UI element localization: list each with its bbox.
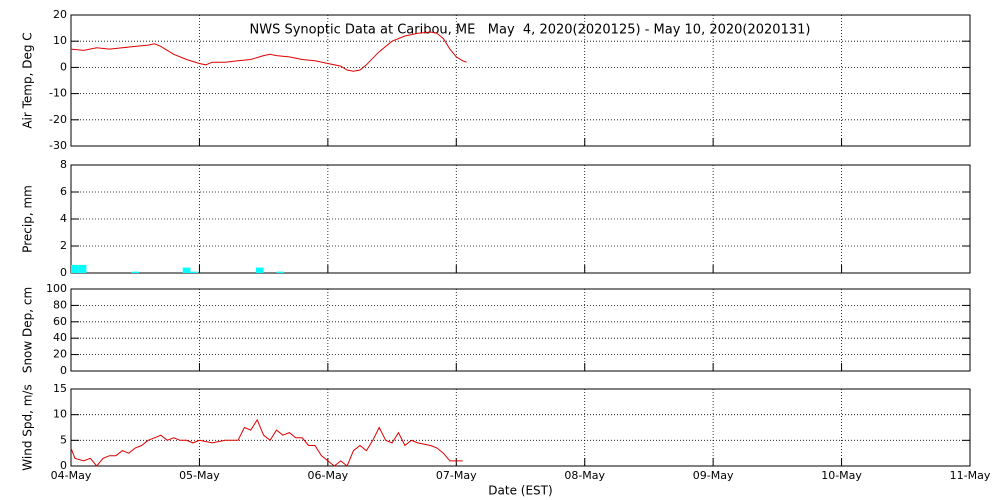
x-tick-label: 10-May [821,469,862,482]
x-tick-label: 08-May [564,469,605,482]
y-axis-label: Snow Dep, cm [21,287,35,373]
y-tick-label: 8 [60,158,67,171]
plot-frame [70,388,971,467]
bar [190,271,199,273]
data-line [70,418,463,467]
y-tick-label: 0 [60,60,67,73]
bar [78,264,87,273]
bar [131,271,140,273]
plot-frame [70,164,971,274]
y-tick-label: 0 [60,459,67,472]
y-tick-label: 5 [60,433,67,446]
y-tick-label: 20 [53,8,67,21]
y-tick-label: 4 [60,212,67,225]
y-tick-label: 0 [60,266,67,279]
y-tick-label: -20 [49,113,67,126]
bar [255,267,264,273]
y-tick-label: 10 [53,34,67,47]
y-axis-label: Air Temp, Deg C [21,32,35,128]
data-line [70,31,467,72]
y-tick-label: 20 [53,348,67,361]
plot-frame [70,14,971,147]
y-tick-label: -10 [49,87,67,100]
bar [182,267,191,273]
y-tick-label: -30 [49,139,67,152]
x-tick-label: 07-May [436,469,477,482]
y-tick-label: 10 [53,408,67,421]
y-axis-label: Precip, mm [21,185,35,253]
y-axis-label: Wind Spd, m/s [21,384,35,470]
y-tick-label: 60 [53,315,67,328]
x-tick-label: 05-May [179,469,220,482]
y-tick-label: 80 [53,298,67,311]
y-tick-label: 100 [46,282,67,295]
y-tick-label: 15 [53,382,67,395]
y-tick-label: 0 [60,364,67,377]
x-tick-label: 04-May [51,469,92,482]
x-tick-label: 11-May [950,469,991,482]
bar [276,271,285,273]
y-tick-label: 40 [53,331,67,344]
y-tick-label: 2 [60,239,67,252]
chart-title: NWS Synoptic Data at Caribou, ME May 4, … [250,23,811,38]
bar [71,264,79,273]
x-tick-label: 06-May [307,469,348,482]
y-tick-label: 6 [60,185,67,198]
x-tick-label: 09-May [693,469,734,482]
plot-frame [70,288,971,372]
x-axis-label: Date (EST) [488,484,552,498]
